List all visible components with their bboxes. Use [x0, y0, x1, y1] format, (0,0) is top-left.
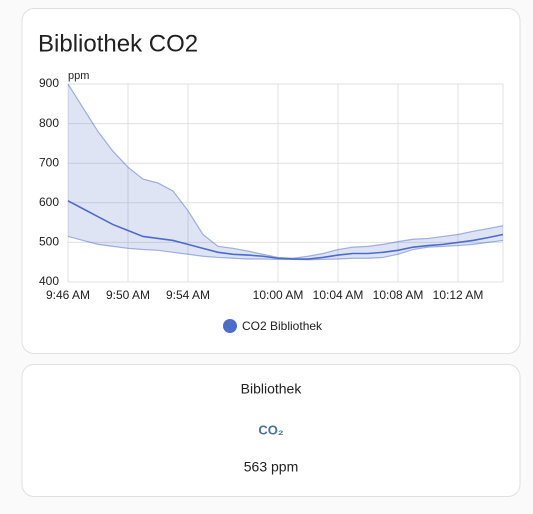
x-tick-label: 10:04 AM	[313, 288, 364, 302]
y-tick-label: 400	[39, 274, 59, 288]
x-tick-label: 10:00 AM	[253, 288, 304, 302]
chart-title: Bibliothek CO2	[38, 30, 198, 57]
x-tick-label: 10:12 AM	[433, 288, 484, 302]
x-tick-label: 9:50 AM	[106, 288, 150, 302]
line	[67, 200, 504, 260]
y-tick-label: 700	[39, 155, 59, 169]
legend-swatch	[223, 319, 237, 333]
entity-name: Bibliothek	[241, 381, 303, 397]
y-tick-label: 600	[39, 195, 59, 209]
chart-card	[21, 8, 521, 354]
entity-card	[21, 364, 521, 497]
x-tick-label: 9:46 AM	[46, 288, 90, 302]
x-tick-label: 9:54 AM	[166, 288, 210, 302]
range-band	[68, 84, 503, 260]
entity-state: 563 ppm	[244, 459, 298, 475]
y-tick-label: 500	[39, 235, 59, 249]
x-tick-label: 10:08 AM	[373, 288, 424, 302]
legend-label: CO2 Bibliothek	[242, 319, 323, 333]
y-axis-label: ppm	[68, 70, 89, 82]
y-tick-label: 800	[39, 116, 59, 130]
y-tick-label: 900	[39, 76, 59, 90]
entity-icon: CO₂	[258, 422, 284, 437]
